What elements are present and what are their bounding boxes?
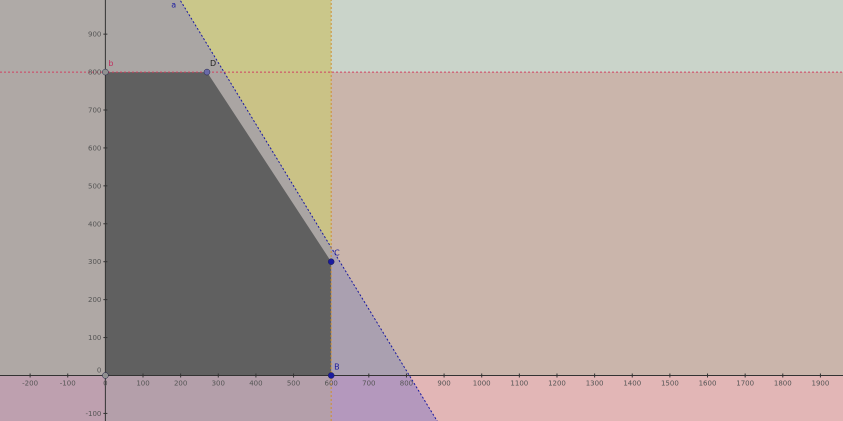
point-D[interactable] bbox=[203, 68, 211, 76]
x-tick-label: 1200 bbox=[548, 379, 566, 387]
origin-label: 0 bbox=[97, 366, 101, 374]
point-B[interactable] bbox=[327, 372, 335, 379]
point-B-label: B bbox=[334, 362, 340, 371]
y-tick-label: 400 bbox=[88, 220, 101, 228]
x-tick-label: 1800 bbox=[774, 379, 792, 387]
point-C-label: C bbox=[334, 249, 340, 258]
x-tick-label: -200 bbox=[22, 379, 38, 387]
y-tick-label: 600 bbox=[88, 144, 101, 152]
x-tick-label: 500 bbox=[287, 379, 300, 387]
x-tick-label: 100 bbox=[136, 379, 149, 387]
x-tick-label: 900 bbox=[437, 379, 450, 387]
point-D-label: D bbox=[210, 59, 216, 68]
x-tick-label: 0 bbox=[103, 379, 107, 387]
x-tick-label: 400 bbox=[249, 379, 262, 387]
y-tick-label: 900 bbox=[88, 31, 101, 39]
x-tick-label: 1600 bbox=[699, 379, 717, 387]
feasible-region-polygon bbox=[105, 72, 332, 376]
y-tick-label: -100 bbox=[85, 410, 101, 418]
x-tick-label: 1500 bbox=[661, 379, 679, 387]
y-tick-label: 800 bbox=[88, 69, 101, 77]
x-tick-label: 1400 bbox=[623, 379, 641, 387]
x-tick-label: 200 bbox=[174, 379, 187, 387]
x-tick-label: 800 bbox=[400, 379, 413, 387]
line-label-a: a bbox=[171, 1, 176, 10]
y-tick-label: 200 bbox=[88, 296, 101, 304]
x-tick-label: 600 bbox=[324, 379, 337, 387]
x-tick-label: 300 bbox=[212, 379, 225, 387]
y-tick-label: 700 bbox=[88, 106, 101, 114]
constraint-line-a[interactable] bbox=[143, 0, 444, 421]
y-tick-label: 100 bbox=[88, 334, 101, 342]
x-tick-label: 1700 bbox=[736, 379, 754, 387]
feasible-region-layer bbox=[105, 72, 332, 376]
x-tick-label: 1900 bbox=[812, 379, 830, 387]
x-tick-label: 1100 bbox=[510, 379, 528, 387]
point-b-label: b bbox=[108, 59, 113, 68]
x-tick-label: -100 bbox=[60, 379, 76, 387]
x-tick-label: 1000 bbox=[473, 379, 491, 387]
x-tick-label: 700 bbox=[362, 379, 375, 387]
points-layer: D C Bb bbox=[102, 59, 340, 379]
point-origin[interactable] bbox=[102, 372, 109, 379]
point-C[interactable] bbox=[327, 258, 335, 265]
y-tick-label: 500 bbox=[88, 182, 101, 190]
y-tick-label: 300 bbox=[88, 258, 101, 266]
point-b[interactable] bbox=[102, 68, 109, 76]
x-tick-label: 1300 bbox=[586, 379, 604, 387]
